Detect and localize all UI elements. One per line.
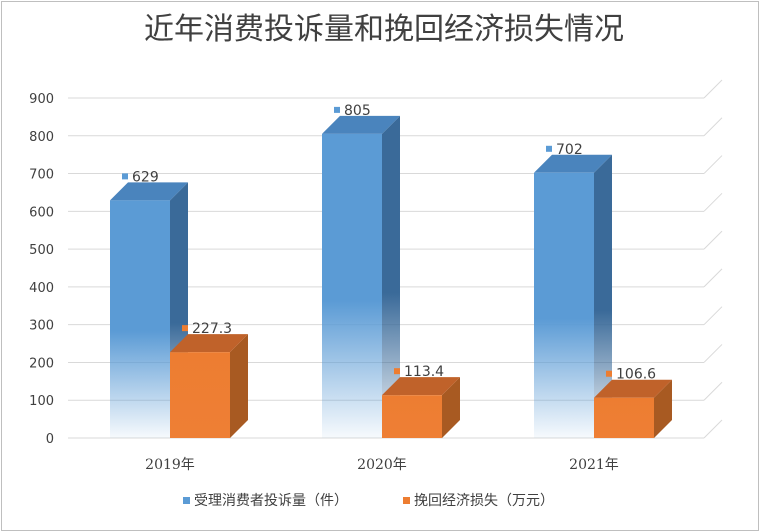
legend: 受理消费者投诉量（件） 挽回经济损失（万元） (183, 493, 554, 509)
bar-losses-top (594, 379, 672, 398)
bar-losses (382, 377, 460, 438)
legend-swatch-losses (403, 497, 410, 504)
data-label-marker-losses (606, 370, 612, 377)
legend-swatch-complaints (183, 497, 190, 504)
data-label-losses: 106.6 (616, 367, 656, 383)
data-label-marker-complaints (546, 145, 552, 152)
gridline-depth (703, 419, 723, 439)
y-axis-ticks: 0 100 200 300 400 500 600 700 800 900 (29, 92, 54, 447)
y-tick-label: 600 (29, 205, 54, 220)
bar-losses-side (230, 334, 248, 438)
bar-losses-side (442, 377, 460, 438)
bar-complaints (110, 182, 188, 438)
y-tick-label: 300 (29, 319, 54, 334)
gridline-depth (703, 230, 723, 250)
x-axis-categories: 2019年 2020年 2021年 (145, 457, 619, 473)
y-tick-label: 200 (29, 356, 54, 371)
bar-complaints-side (382, 115, 400, 438)
bar-losses-side (654, 379, 672, 438)
data-label-losses: 227.3 (192, 321, 232, 337)
data-label-losses: 113.4 (404, 364, 444, 380)
gridline-depth (703, 306, 723, 326)
bar-losses-front (594, 397, 654, 438)
bar-losses-top (170, 334, 248, 353)
y-tick-label: 900 (29, 92, 54, 107)
data-labels: 629 227.3 805 113.4 702 106.6 (122, 103, 656, 383)
bar-complaints-front (322, 133, 382, 438)
y-tick-label: 700 (29, 168, 54, 183)
bar-complaints-top (534, 154, 612, 173)
y-tick-label: 500 (29, 243, 54, 258)
x-category-label: 2021年 (569, 457, 619, 473)
legend-label-complaints: 受理消费者投诉量（件） (194, 493, 348, 509)
gridline-depth (703, 381, 723, 401)
bar-complaints-top (110, 182, 188, 201)
bar-losses (594, 379, 672, 438)
bar-complaints-top (322, 115, 400, 134)
bar-complaints (322, 115, 400, 438)
gridline-depth (703, 192, 723, 212)
bar-losses-front (170, 352, 230, 438)
gridline-depth (703, 344, 723, 363)
gridline-depth (703, 268, 723, 288)
chart-title: 近年消费投诉量和挽回经济损失情况 (144, 12, 624, 47)
bar-complaints (534, 154, 612, 439)
gridline-depth (703, 117, 723, 137)
bar-complaints-front (534, 172, 594, 439)
y-tick-label: 0 (46, 432, 54, 447)
bar-series (110, 115, 672, 439)
data-label-complaints: 805 (344, 103, 371, 119)
data-label-complaints: 629 (132, 169, 159, 185)
data-label-complaints: 702 (556, 142, 583, 158)
bar-losses (170, 334, 248, 438)
bar-complaints-side (594, 154, 612, 439)
data-label-marker-losses (182, 325, 188, 332)
bar-losses-front (382, 395, 442, 438)
y-tick-label: 800 (29, 130, 54, 145)
y-tick-label: 400 (29, 281, 54, 296)
x-category-label: 2019年 (145, 457, 195, 473)
data-label-marker-complaints (334, 106, 340, 113)
data-label-marker-losses (394, 368, 400, 375)
bar-complaints-front (110, 200, 170, 438)
y-tick-label: 100 (29, 394, 54, 409)
bar-losses-top (382, 377, 460, 396)
x-category-label: 2020年 (357, 457, 407, 473)
legend-label-losses: 挽回经济损失（万元） (414, 493, 554, 509)
gridline-depth (703, 79, 723, 99)
gridline-depth (703, 155, 723, 174)
data-label-marker-complaints (122, 173, 128, 180)
